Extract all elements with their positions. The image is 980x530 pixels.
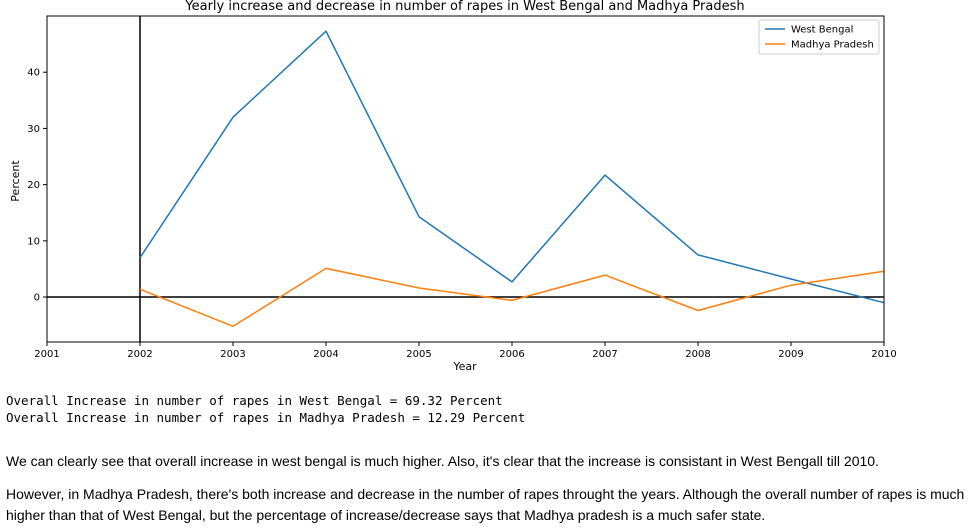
paragraph-west-bengal: We can clearly see that overall increase… bbox=[6, 453, 879, 469]
x-tick-label: 2003 bbox=[220, 349, 245, 360]
y-tick-label: 0 bbox=[34, 293, 40, 304]
legend-label: Madhya Pradesh bbox=[791, 40, 874, 51]
x-tick-label: 2010 bbox=[871, 349, 896, 360]
y-tick-label: 30 bbox=[27, 124, 40, 135]
chart-title: Yearly increase and decrease in number o… bbox=[184, 0, 744, 14]
series-line-1 bbox=[139, 30, 885, 304]
series-line-2 bbox=[139, 267, 885, 328]
y-tick-label: 40 bbox=[27, 68, 40, 79]
output-line-west-bengal: Overall Increase in number of rapes in W… bbox=[6, 393, 503, 408]
x-tick-label: 2001 bbox=[34, 349, 59, 360]
x-tick-label: 2004 bbox=[313, 349, 338, 360]
x-tick-label: 2008 bbox=[685, 349, 710, 360]
line-chart: Yearly increase and decrease in number o… bbox=[9, 0, 897, 373]
x-tick-label: 2002 bbox=[127, 349, 152, 360]
paragraph-madhya-pradesh: However, in Madhya Pradesh, there's both… bbox=[6, 486, 965, 523]
x-tick-label: 2005 bbox=[406, 349, 431, 360]
legend-label: West Bengal bbox=[791, 25, 853, 36]
x-tick-label: 2007 bbox=[592, 349, 617, 360]
chart-legend: West Bengal Madhya Pradesh bbox=[758, 19, 880, 55]
y-tick-label: 10 bbox=[27, 236, 40, 247]
y-tick-label: 20 bbox=[27, 180, 40, 191]
x-tick-label: 2006 bbox=[499, 349, 524, 360]
output-line-madhya-pradesh: Overall Increase in number of rapes in M… bbox=[6, 410, 526, 425]
legend-box bbox=[758, 19, 880, 55]
plot-frame bbox=[46, 15, 885, 343]
x-tick-label: 2009 bbox=[778, 349, 803, 360]
plot-area bbox=[47, 16, 885, 342]
x-axis-label: Year bbox=[452, 360, 477, 373]
y-axis-label: Percent bbox=[9, 160, 22, 202]
